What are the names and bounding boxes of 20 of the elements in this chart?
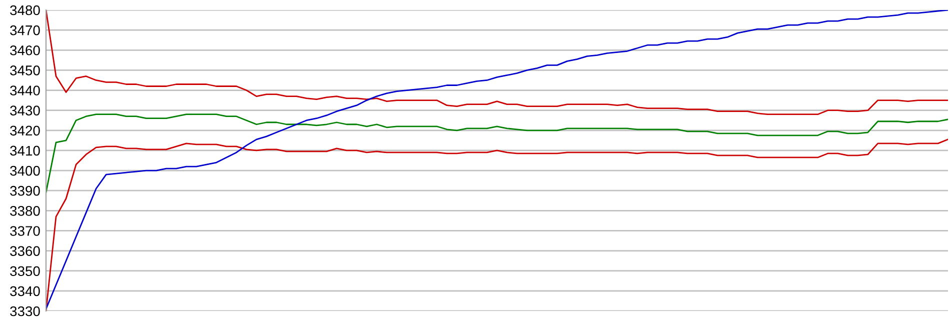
line-series (46, 10, 948, 310)
y-tick-label: 3420 (10, 126, 40, 136)
y-tick-label: 3480 (10, 5, 40, 16)
line-series (46, 138, 948, 311)
y-tick-label: 3440 (10, 86, 40, 96)
line-series (46, 114, 948, 194)
y-tick-label: 3380 (10, 206, 40, 216)
y-tick-label: 3350 (10, 266, 40, 276)
y-tick-label: 3340 (10, 286, 40, 296)
y-tick-label: 3470 (10, 25, 40, 36)
y-tick-label: 3400 (10, 166, 40, 176)
y-tick-label: 3390 (10, 186, 40, 196)
y-tick-label: 3430 (10, 106, 40, 116)
y-tick-label: 3360 (10, 246, 40, 256)
y-tick-label: 3370 (10, 226, 40, 236)
y-tick-label: 3450 (10, 66, 40, 76)
line-series (46, 10, 948, 116)
y-tick-label: 3330 (10, 306, 40, 316)
y-tick-label: 3410 (10, 146, 40, 156)
y-tick-label: 3460 (10, 45, 40, 56)
